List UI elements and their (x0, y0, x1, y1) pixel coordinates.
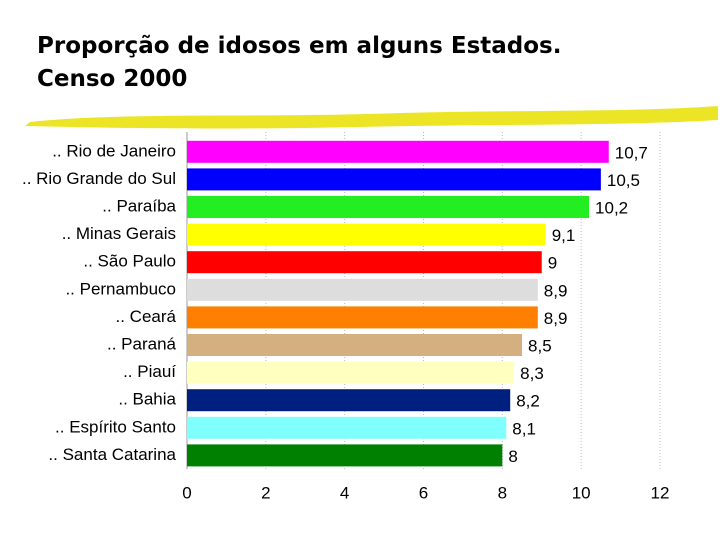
y-tick-label: .. Ceará (116, 307, 177, 326)
y-tick-label: .. Bahia (118, 390, 176, 409)
value-label: 8,5 (528, 336, 552, 355)
x-tick-label: 6 (419, 484, 428, 503)
value-label: 8,1 (512, 419, 536, 438)
value-label: 8,9 (544, 309, 568, 328)
x-tick-label: 8 (498, 484, 507, 503)
bar (187, 334, 523, 356)
bar (187, 223, 546, 246)
x-tick-label: 10 (572, 484, 591, 503)
y-tick-label: .. Paraná (107, 334, 177, 353)
x-tick-label: 0 (182, 484, 191, 503)
y-tick-label: .. Santa Catarina (48, 445, 176, 464)
value-label: 10,7 (615, 143, 648, 162)
chart-title: Proporção de idosos em alguns Estados. (37, 33, 561, 59)
value-label: 9,1 (552, 226, 576, 245)
y-tick-label: .. Espírito Santo (55, 417, 176, 436)
value-label: 10,2 (595, 198, 628, 217)
value-label: 10,5 (607, 171, 640, 190)
bar (187, 389, 511, 412)
x-tick-label: 12 (651, 484, 670, 503)
x-tick-label: 2 (261, 484, 270, 503)
y-tick-label: .. Piauí (123, 362, 176, 381)
bar (187, 168, 601, 191)
bar (187, 361, 515, 384)
bar (187, 306, 538, 329)
value-label: 8 (508, 447, 517, 466)
bar (187, 251, 542, 274)
bar (187, 140, 609, 163)
y-tick-label: .. Minas Gerais (62, 224, 176, 243)
y-tick-label: .. Rio de Janeiro (52, 141, 176, 160)
value-label: 9 (548, 254, 557, 273)
bar (187, 444, 503, 467)
value-label: 8,3 (520, 364, 544, 383)
x-tick-label: 4 (340, 484, 349, 503)
y-tick-label: .. São Paulo (83, 252, 176, 271)
chart-title: Censo 2000 (37, 66, 187, 92)
y-tick-label: .. Pernambuco (65, 279, 176, 298)
value-label: 8,2 (516, 392, 540, 411)
bar (187, 416, 507, 439)
value-label: 8,9 (544, 281, 568, 300)
bar (187, 278, 538, 301)
title-underline (25, 106, 718, 129)
y-tick-label: .. Paraíba (102, 196, 176, 215)
y-tick-label: .. Rio Grande do Sul (22, 169, 176, 188)
bar (187, 196, 590, 218)
